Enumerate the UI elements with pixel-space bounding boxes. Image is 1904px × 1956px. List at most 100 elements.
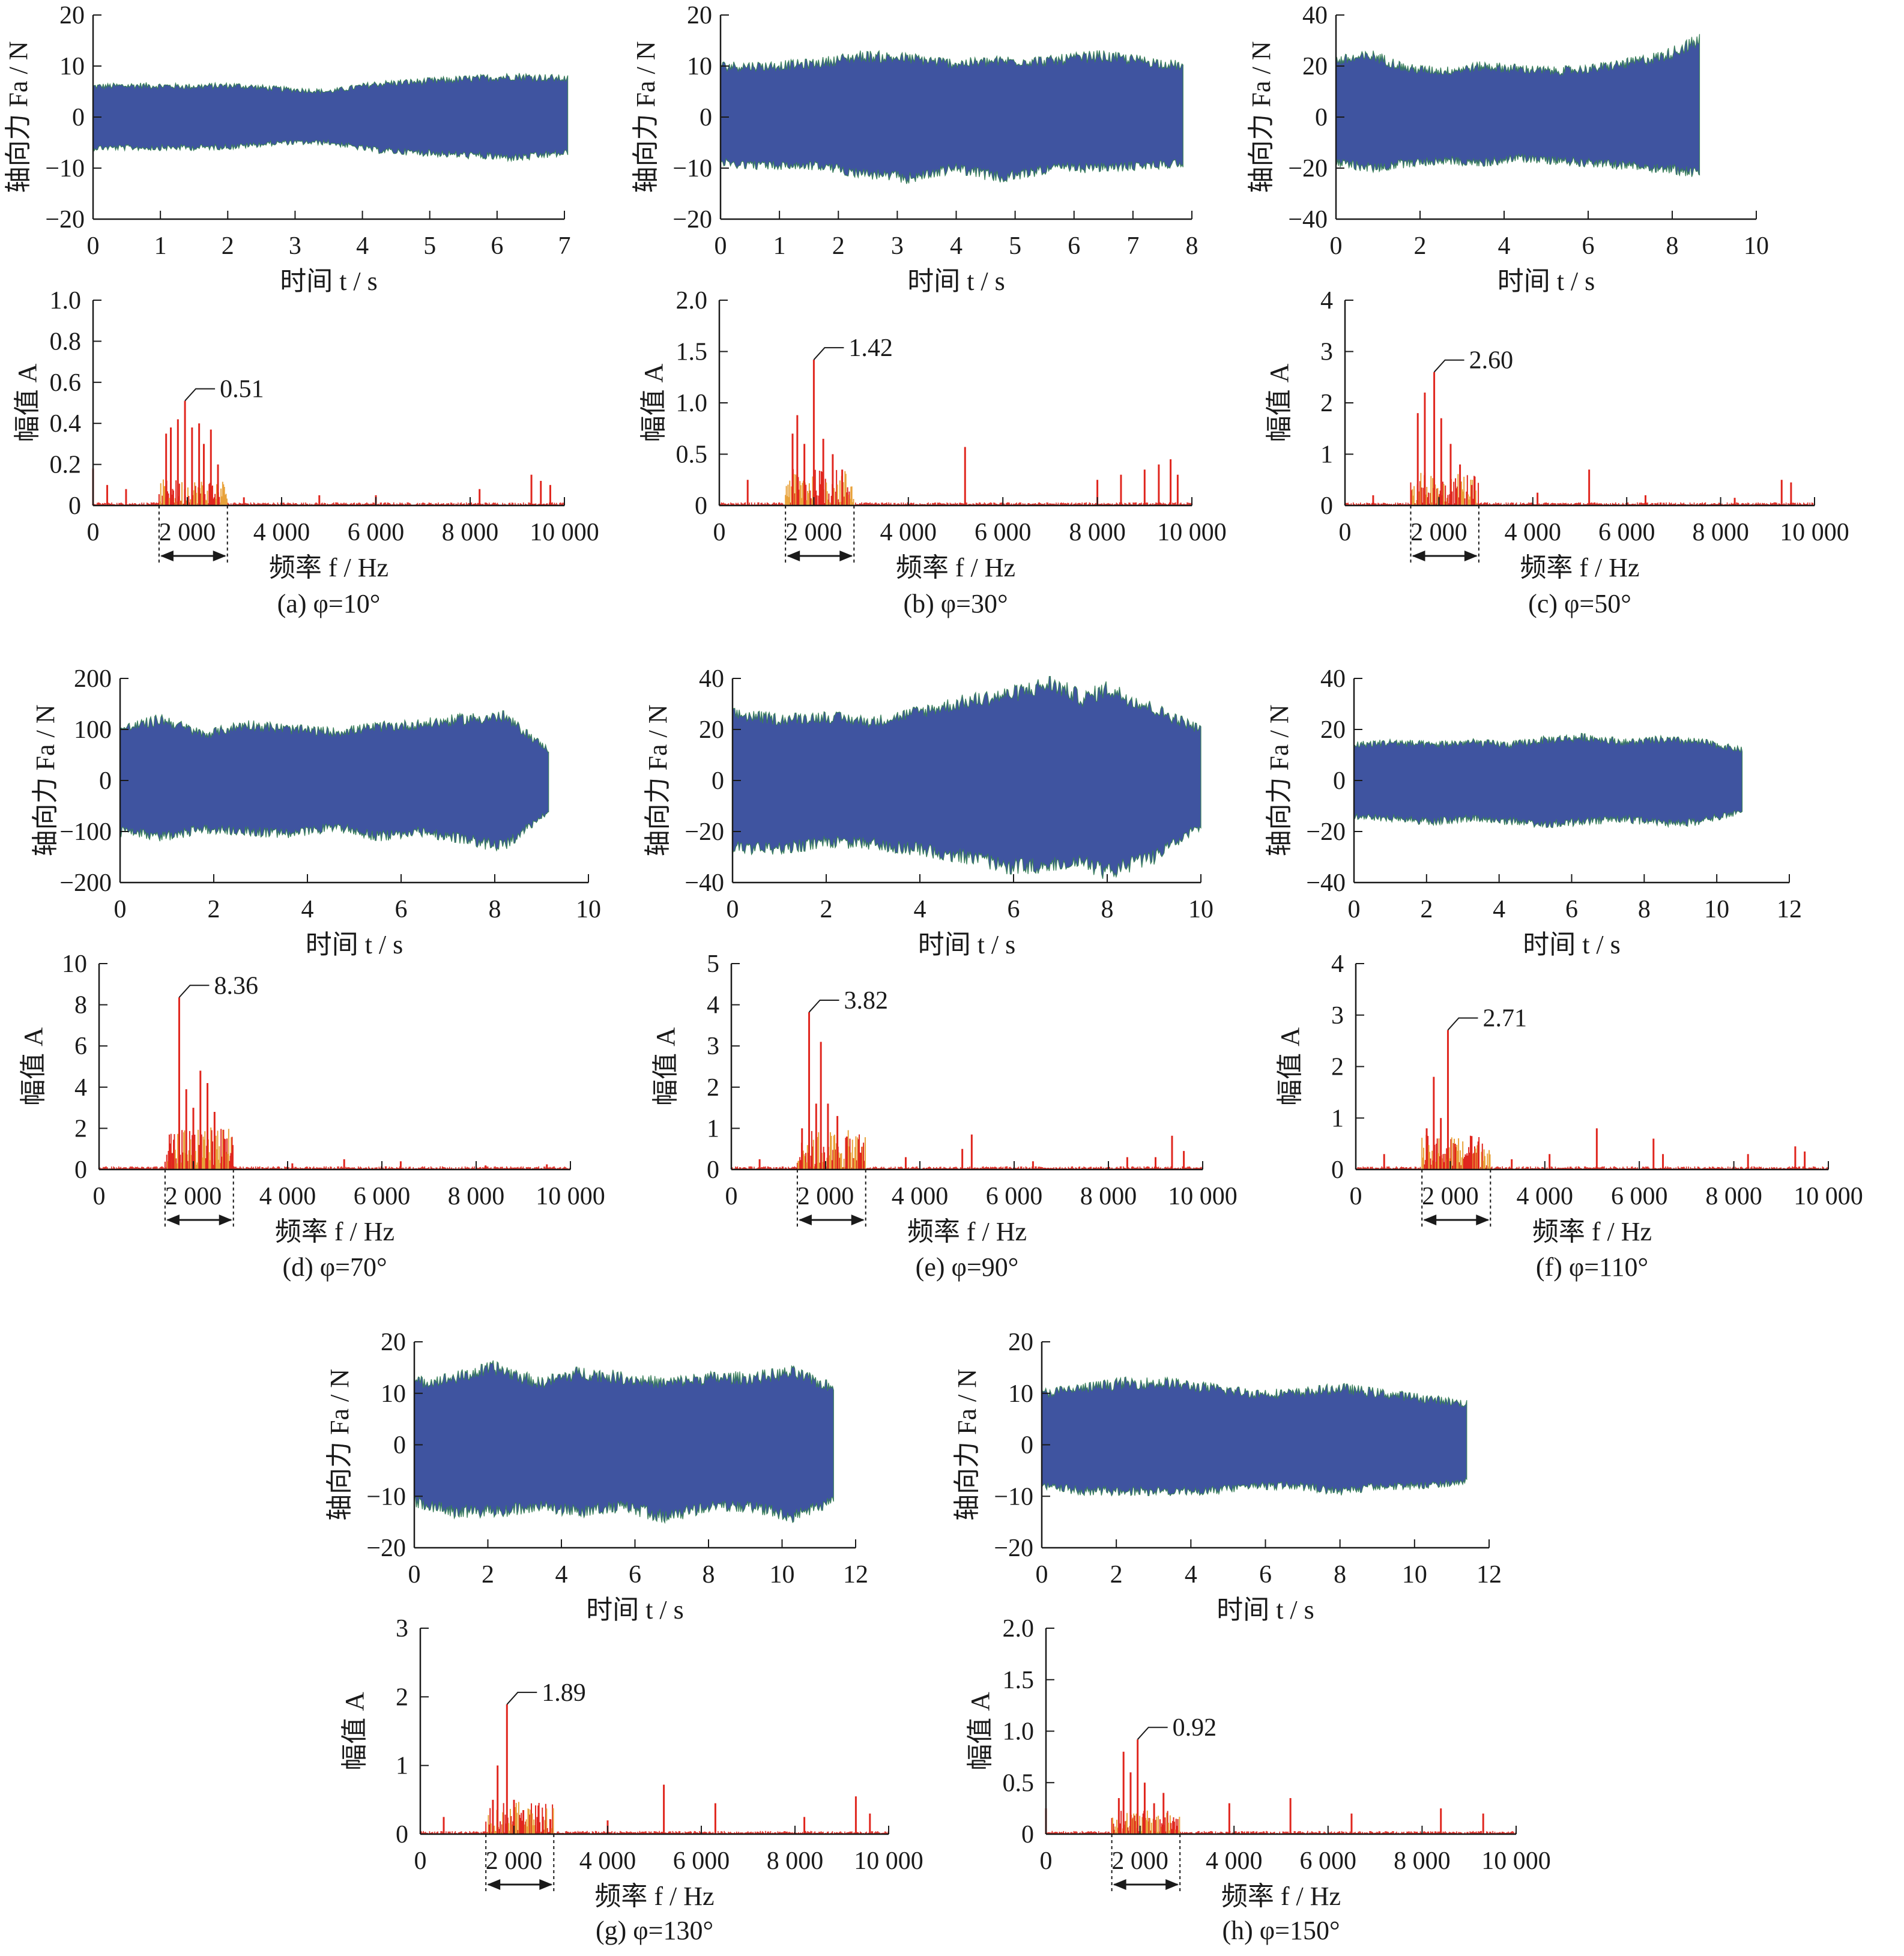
y-tick-label-spectrum: 0 [396, 1821, 408, 1849]
y-tick-label-time: −10 [672, 155, 712, 183]
y-axis-label-time-h: 轴向力 Fa / N [952, 1369, 982, 1521]
spectrum-plot-e: 0 1 2 3 4 5 0 2 000 4 000 6 000 8 000 10 000 频率 f / … [651, 950, 1238, 1246]
x-tick-label-time: 2 [482, 1561, 494, 1589]
time-signal-f [1353, 732, 1743, 829]
y-tick-label-time: −20 [1306, 818, 1346, 846]
peak-label-h: 0.92 [1173, 1714, 1217, 1742]
x-axis-label-time: 时间 t / s [586, 1595, 684, 1625]
time-plot-g: −20 −10 0 10 20 0 2 4 6 8 10 12 时间 t / s 轴向力 Fa / N [325, 1329, 868, 1625]
x-axis-label-spectrum: 频率 f / Hz [594, 1882, 714, 1911]
y-axis-label-spectrum-d-text: 幅值 A [19, 1027, 48, 1106]
y-tick-label-spectrum: 1.5 [676, 339, 708, 366]
x-tick-label-time: 2 [832, 232, 845, 260]
time-signal-h [1041, 1376, 1467, 1497]
time-plot-f: −40 −20 0 20 40 0 2 4 6 8 10 12 时间 t / s 轴向力 Fa / N [1265, 665, 1802, 959]
y-axis-label-spectrum-c-text: 幅值 A [1265, 363, 1294, 442]
x-tick-label-spectrum: 2 000 [486, 1847, 543, 1875]
x-tick-label-time: 0 [715, 232, 727, 260]
caption-d: (d) φ=70° [282, 1252, 387, 1282]
y-axis-label-time-a-text: 轴向力 Fa / N [4, 41, 33, 193]
band-arrowhead-right [851, 1215, 865, 1225]
x-tick-label-time: 0 [87, 232, 100, 260]
y-tick-label-spectrum: 0.5 [676, 441, 708, 469]
peak-leader-g [506, 1691, 537, 1705]
y-tick-label-spectrum: 1.0 [676, 390, 708, 417]
peak-label-f: 2.71 [1482, 1005, 1527, 1033]
time-plot-b: −20 −10 0 10 20 0 1 2 3 4 5 6 7 8 时间 t / s 轴向力 Fa / N [631, 2, 1198, 296]
x-tick-label-time: 6 [491, 232, 503, 260]
time-plot-d: −200 −100 0 100 200 0 2 4 6 8 10 时间 t / s 轴向力 Fa / N [31, 665, 601, 959]
y-tick-label-spectrum: 4 [1331, 950, 1344, 978]
y-tick-label-spectrum: 0.6 [50, 369, 82, 397]
x-tick-label-spectrum: 0 [713, 519, 726, 546]
x-tick-label-time: 3 [289, 232, 301, 260]
x-tick-label-spectrum: 6 000 [1598, 519, 1655, 546]
y-tick-label-spectrum: 2 [1320, 390, 1333, 417]
spectrum-plot-g: 0 1 2 3 0 2 000 4 000 6 000 8 000 10 000 频率 f / Hz… [340, 1615, 923, 1911]
peak-label-d: 8.36 [214, 972, 258, 1000]
y-tick-label-time: 10 [1008, 1380, 1033, 1408]
x-tick-label-time: 1 [773, 232, 786, 260]
x-tick-label-spectrum: 0 [1350, 1183, 1362, 1210]
x-axis-label-spectrum: 频率 f / Hz [1221, 1882, 1341, 1911]
y-axis-label-time-b: 轴向力 Fa / N [631, 41, 660, 193]
y-axis-label-spectrum-f: 幅值 A [1275, 1027, 1305, 1106]
y-axis-label-spectrum-c: 幅值 A [1265, 363, 1294, 442]
y-tick-label-spectrum: 2.0 [676, 287, 708, 315]
x-tick-label-time: 10 [1188, 896, 1213, 923]
y-tick-label-time: 0 [99, 767, 112, 795]
y-tick-label-time: 20 [59, 2, 85, 29]
y-tick-label-time: −20 [994, 1535, 1033, 1562]
y-tick-label-spectrum: 5 [707, 950, 719, 978]
y-axis-label-time-d-text: 轴向力 Fa / N [31, 705, 60, 857]
x-tick-label-spectrum: 6 000 [354, 1183, 411, 1210]
peak-leader-b [813, 347, 844, 360]
y-tick-label-time: 20 [381, 1329, 406, 1356]
x-tick-label-spectrum: 6 000 [986, 1183, 1043, 1210]
x-axis-label-spectrum: 频率 f / Hz [1520, 553, 1639, 582]
y-tick-label-spectrum: 0 [695, 492, 707, 520]
y-tick-label-time: −20 [685, 818, 724, 846]
x-tick-label-spectrum: 8 000 [1705, 1183, 1762, 1210]
y-tick-label-time: 10 [687, 53, 712, 80]
y-tick-label-spectrum: 0 [74, 1156, 87, 1184]
x-tick-label-time: 0 [727, 896, 739, 923]
band-arrowhead-left [798, 1215, 812, 1225]
x-tick-label-time: 7 [1126, 232, 1139, 260]
y-axis-label-spectrum-h: 幅值 A [966, 1692, 995, 1770]
band-arrowhead-right [219, 1215, 232, 1225]
y-tick-label-spectrum: 3 [396, 1615, 408, 1643]
y-tick-label-spectrum: 0.4 [50, 410, 82, 438]
peak-leader-d [178, 985, 210, 998]
caption-e: (e) φ=90° [916, 1252, 1019, 1282]
y-axis-label-spectrum-a: 幅值 A [13, 363, 42, 442]
x-tick-label-time: 8 [1666, 232, 1679, 260]
x-tick-label-time: 0 [114, 896, 127, 923]
band-arrowhead-right [839, 551, 853, 561]
y-axis-label-spectrum-a-text: 幅值 A [13, 363, 42, 442]
x-tick-label-time: 2 [1414, 232, 1427, 260]
x-tick-label-spectrum: 2 000 [797, 1183, 854, 1210]
x-tick-label-spectrum: 4 000 [1206, 1847, 1263, 1875]
y-tick-label-time: −10 [45, 155, 85, 183]
x-tick-label-spectrum: 2 000 [165, 1183, 222, 1210]
x-tick-label-spectrum: 8 000 [1069, 519, 1126, 546]
band-arrowhead-left [166, 1215, 180, 1225]
x-tick-label-spectrum: 0 [1339, 519, 1352, 546]
x-tick-label-spectrum: 2 000 [1422, 1183, 1479, 1210]
x-tick-label-time: 4 [301, 896, 314, 923]
band-arrowhead-right [213, 551, 226, 561]
x-tick-label-spectrum: 2 000 [1111, 1847, 1168, 1875]
y-tick-label-time: 20 [1008, 1329, 1033, 1356]
x-tick-label-time: 10 [1402, 1561, 1427, 1589]
x-tick-label-spectrum: 10 000 [1780, 519, 1849, 546]
y-tick-label-spectrum: 3 [1331, 1002, 1344, 1030]
y-axis-label-spectrum-g: 幅值 A [340, 1692, 369, 1770]
x-tick-label-time: 8 [1638, 896, 1651, 923]
y-tick-label-time: 0 [393, 1432, 406, 1459]
y-axis-label-spectrum-b: 幅值 A [639, 363, 668, 442]
peak-leader-e [808, 999, 839, 1013]
y-tick-label-time: 0 [712, 767, 724, 795]
y-tick-label-time: −20 [672, 206, 712, 234]
